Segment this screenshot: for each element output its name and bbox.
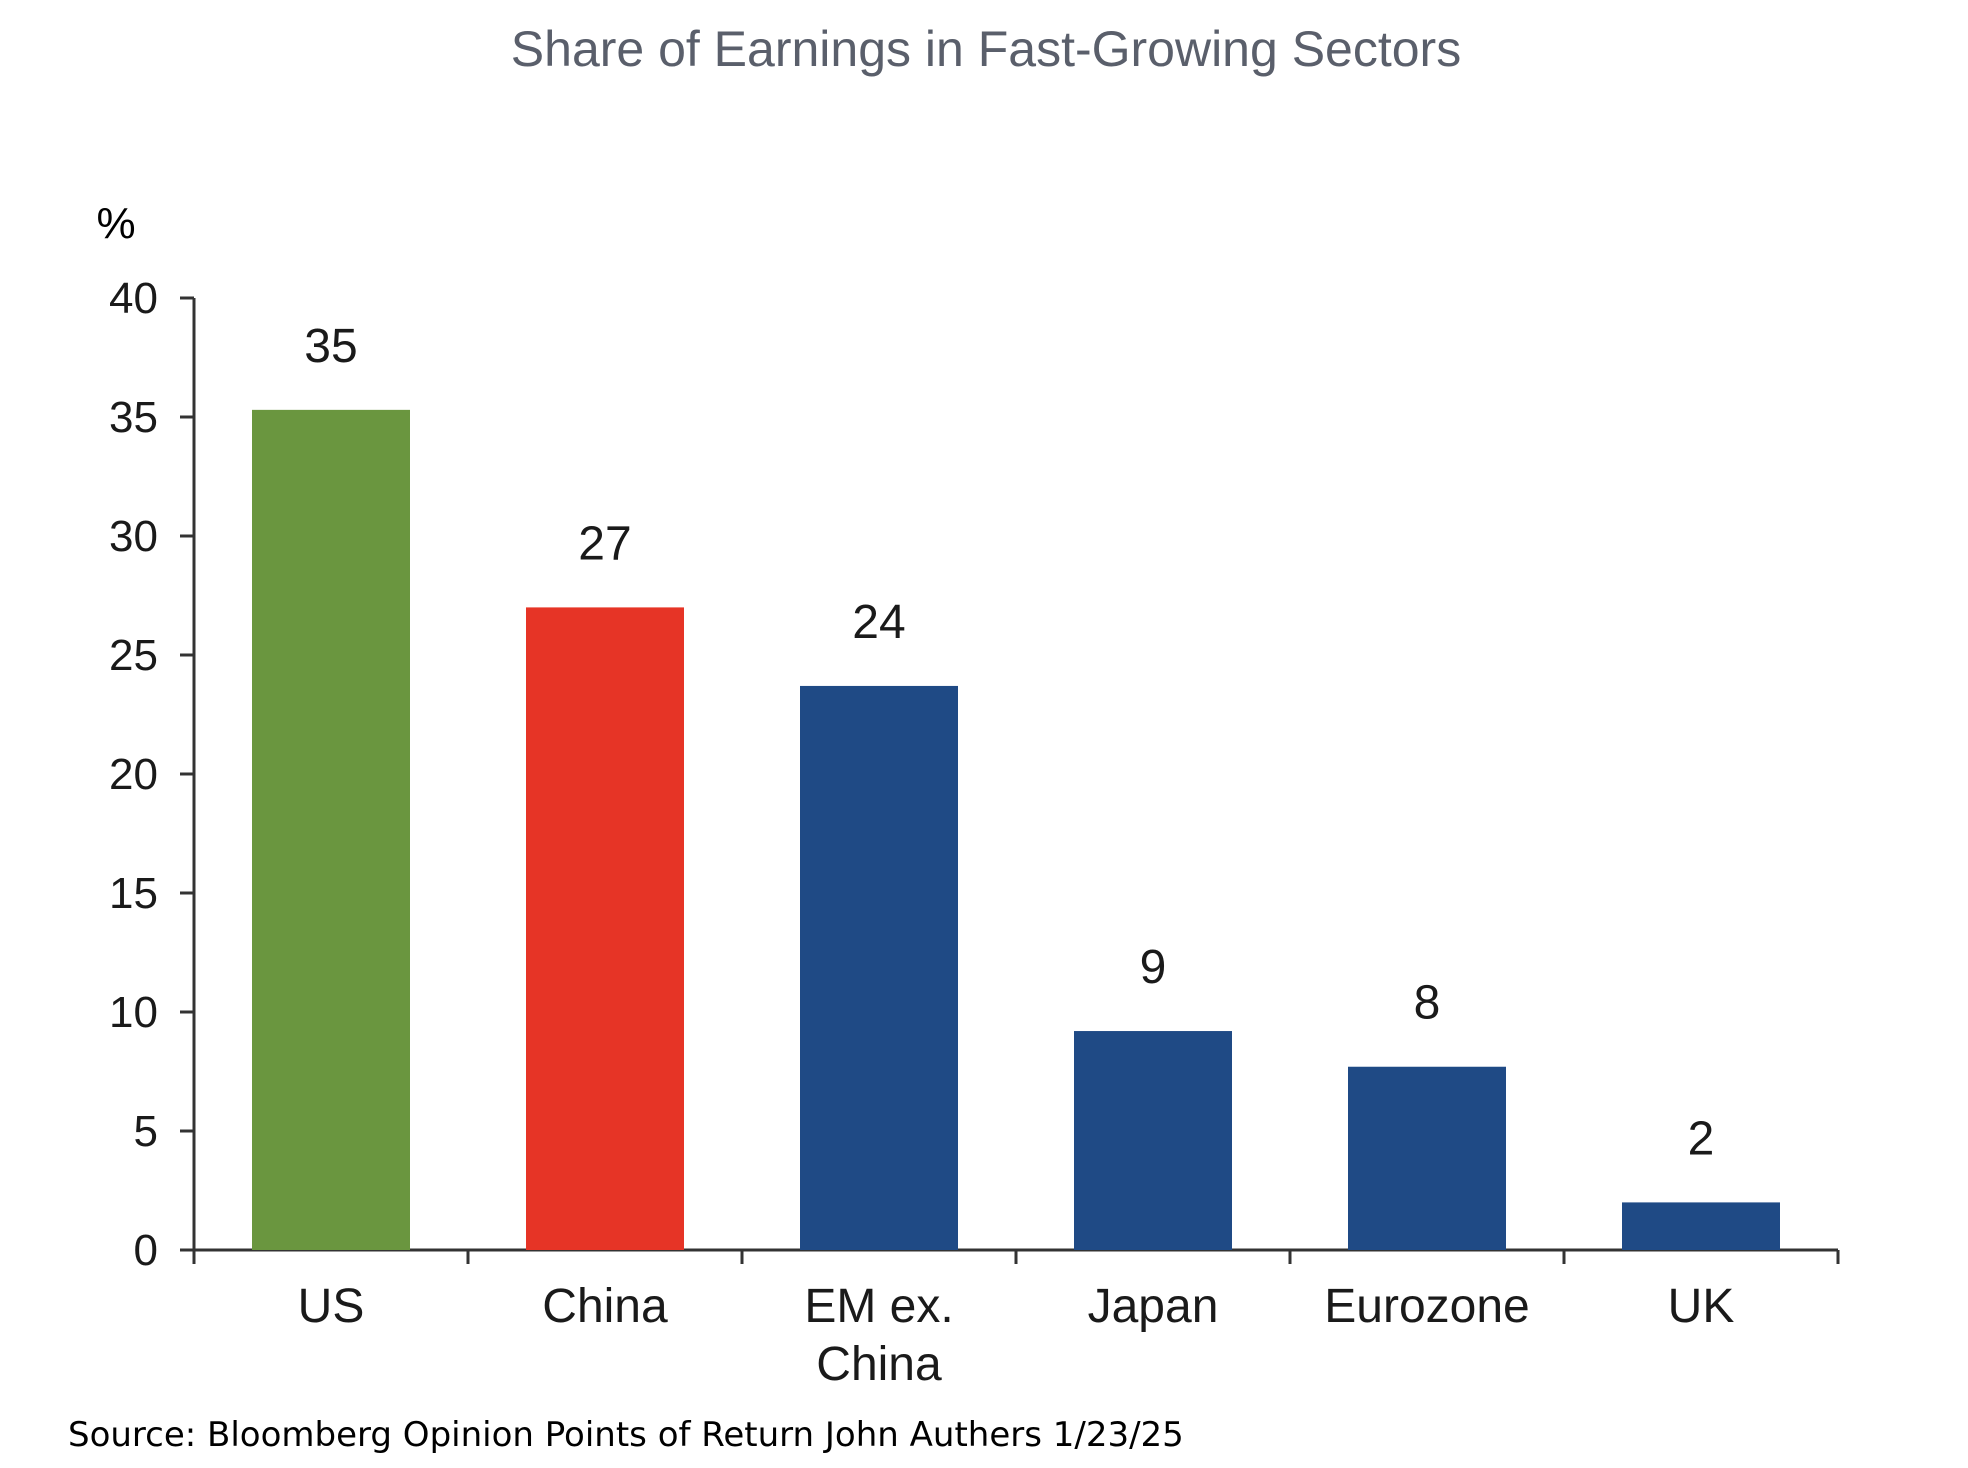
x-category-label: China	[542, 1280, 668, 1333]
y-tick-label: 15	[109, 869, 158, 918]
bar	[1622, 1202, 1780, 1250]
y-tick-label: 0	[134, 1226, 158, 1275]
x-category-label: EM ex.	[804, 1280, 953, 1333]
bar-value-label: 35	[304, 320, 357, 373]
y-tick-label: 30	[109, 512, 158, 561]
bar-value-label: 9	[1140, 941, 1167, 994]
bar-value-label: 24	[852, 596, 905, 649]
y-tick-label: 35	[109, 393, 158, 442]
bar-value-label: 27	[578, 517, 631, 570]
x-category-label: US	[298, 1280, 365, 1333]
y-tick-label: 40	[109, 274, 158, 323]
x-category-label: UK	[1668, 1280, 1735, 1333]
source-note: Source: Bloomberg Opinion Points of Retu…	[68, 1415, 1184, 1455]
bar	[252, 409, 410, 1250]
bar	[1074, 1031, 1232, 1250]
x-category-label: Japan	[1088, 1280, 1219, 1333]
y-tick-label: 5	[134, 1107, 158, 1156]
bar-value-label: 8	[1414, 977, 1441, 1030]
y-axis-unit-label: %	[96, 199, 135, 248]
y-tick-label: 20	[109, 750, 158, 799]
bar	[800, 685, 958, 1250]
bar	[1348, 1066, 1506, 1250]
x-category-label: China	[816, 1338, 942, 1391]
bar	[526, 607, 684, 1250]
y-tick-label: 25	[109, 631, 158, 680]
x-category-label: Eurozone	[1324, 1280, 1529, 1333]
bar-value-label: 2	[1688, 1112, 1715, 1165]
chart-title: Share of Earnings in Fast-Growing Sector…	[511, 21, 1461, 77]
y-tick-label: 10	[109, 988, 158, 1037]
